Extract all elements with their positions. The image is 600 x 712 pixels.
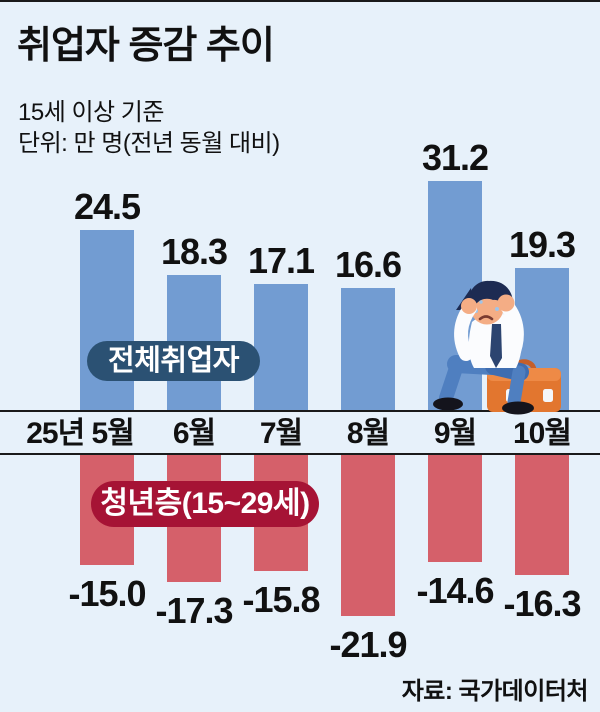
x-axis-label: 8월 [346, 417, 390, 450]
value-label-youth: -21.9 [329, 624, 407, 665]
bar-total [254, 284, 308, 410]
value-label-total: 24.5 [73, 186, 141, 227]
bar-youth [341, 455, 395, 616]
legend-badge-youth-label: 청년층 [100, 487, 182, 520]
value-label-total: 31.2 [421, 137, 489, 178]
legend-badge-youth-sublabel: (15~29세) [181, 487, 310, 520]
bar-total [80, 230, 134, 410]
value-label-total: 19.3 [508, 224, 576, 265]
source-credit: 자료: 국가데이터처 [401, 678, 589, 705]
value-label-total: 17.1 [247, 240, 315, 281]
bar-total [341, 288, 395, 410]
right-shin [507, 365, 526, 409]
value-label-youth: -16.3 [503, 583, 581, 624]
value-label-total: 16.6 [334, 244, 402, 285]
top-border [0, 0, 600, 2]
value-label-youth: -14.6 [416, 570, 494, 611]
right-hand [497, 294, 515, 312]
page-title: 취업자 증감 추이 [17, 25, 275, 67]
left-shin [439, 358, 464, 405]
x-axis-label: 25년 5월 [26, 417, 135, 450]
legend-badge-total-label: 전체취업자 [108, 345, 239, 377]
tie-icon [490, 324, 502, 368]
value-label-total: 18.3 [160, 231, 228, 272]
bar-youth [515, 455, 569, 575]
legend-badge-youth: 청년층(15~29세) [91, 481, 319, 527]
x-axis-line-bottom [0, 453, 600, 455]
value-label-youth: -15.0 [68, 573, 146, 614]
left-shoe [433, 397, 463, 411]
x-axis-label: 6월 [172, 417, 216, 450]
x-axis-label: 10월 [513, 417, 572, 450]
sweat-drop [479, 300, 483, 304]
left-arm [454, 301, 477, 361]
sad-businessman-sitting-on-briefcase-icon [433, 280, 561, 415]
x-axis-label: 7월 [259, 417, 303, 450]
frown-mouth [478, 315, 494, 321]
hair [468, 280, 514, 319]
x-axis-label: 9월 [433, 417, 477, 450]
briefcase-clasp-right [543, 389, 553, 402]
left-hand [461, 298, 477, 314]
legend-badge-total: 전체취업자 [87, 341, 260, 381]
bar-youth [428, 455, 482, 562]
subtitle-unit: 단위: 만 명(전년 동월 대비) [18, 130, 280, 157]
value-label-youth: -15.8 [242, 579, 320, 620]
x-axis-line-top [0, 410, 600, 412]
value-label-youth: -17.3 [155, 590, 233, 631]
subtitle-basis: 15세 이상 기준 [18, 99, 164, 126]
sweat-drop [495, 307, 499, 311]
right-shoe [502, 401, 534, 415]
